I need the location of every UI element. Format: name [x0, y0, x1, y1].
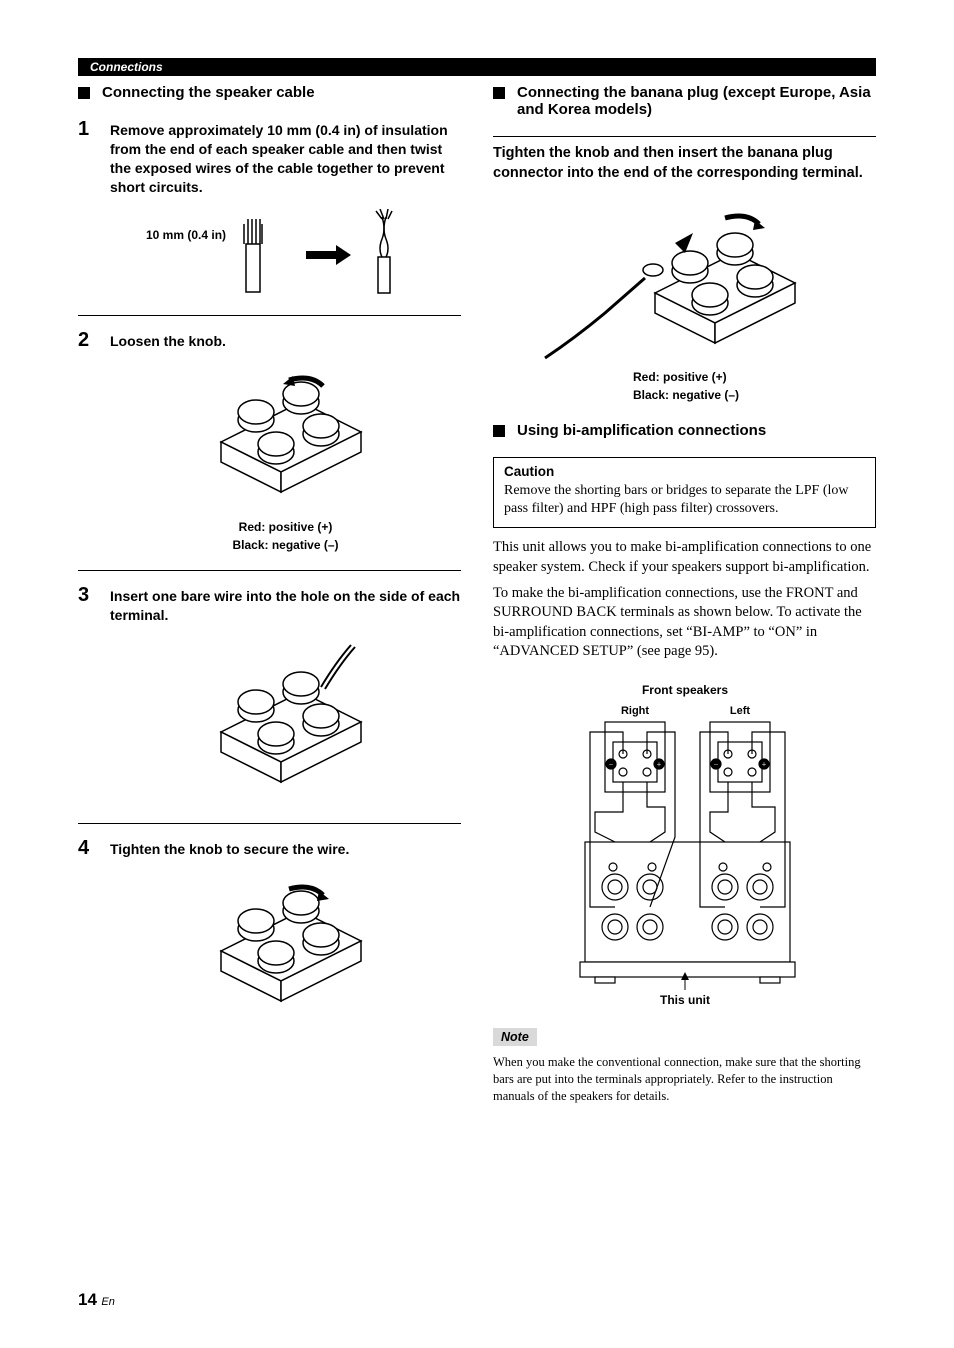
heading-text: Using bi-amplification connections: [517, 422, 766, 439]
figure-insert-wire: [110, 637, 461, 807]
figure-tighten-knob: [110, 871, 461, 1021]
svg-text:−: −: [608, 760, 613, 769]
figure-loosen-knob: Red: positive (+) Black: negative (–): [110, 362, 461, 554]
measurement-label: 10 mm (0.4 in): [146, 228, 226, 242]
section-heading-biamp: Using bi-amplification connections: [493, 422, 876, 439]
step-number: 4: [78, 838, 96, 1027]
step-text: Remove approximately 10 mm (0.4 in) of i…: [110, 121, 461, 197]
divider: [493, 136, 876, 143]
step-number: 3: [78, 585, 96, 813]
step-2: 2 Loosen the knob.: [78, 330, 461, 572]
svg-text:−: −: [797, 922, 803, 933]
page-num-value: 14: [78, 1290, 97, 1309]
left-column: Connecting the speaker cable 1 Remove ap…: [78, 84, 461, 1104]
caution-text: Remove the shorting bars or bridges to s…: [504, 482, 865, 520]
label-left: Left: [729, 705, 750, 717]
step-3: 3 Insert one bare wire into the hole on …: [78, 585, 461, 824]
step-number: 1: [78, 119, 96, 305]
section-heading-banana-plug: Connecting the banana plug (except Europ…: [493, 84, 876, 118]
svg-text:+: +: [761, 760, 766, 769]
label-this-unit: This unit: [660, 993, 710, 1007]
caption-red: Red: positive (+): [633, 368, 727, 386]
step-text: Tighten the knob to secure the wire.: [110, 840, 461, 859]
square-bullet-icon: [78, 87, 90, 99]
step-1: 1 Remove approximately 10 mm (0.4 in) of…: [78, 119, 461, 316]
label-right: Right: [620, 705, 648, 717]
step-text: Insert one bare wire into the hole on th…: [110, 587, 461, 625]
svg-text:−: −: [713, 760, 718, 769]
caption-black: Black: negative (–): [232, 536, 338, 554]
page-number: 14 En: [78, 1290, 115, 1310]
caution-box: Caution Remove the shorting bars or brid…: [493, 457, 876, 529]
page-lang: En: [101, 1296, 114, 1308]
right-column: Connecting the banana plug (except Europ…: [493, 84, 876, 1104]
figure-biamp-diagram: Front speakers Right Left −: [493, 682, 876, 1012]
note-text: When you make the conventional connectio…: [493, 1054, 876, 1105]
svg-text:SINGLE: SINGLE: [746, 858, 767, 864]
svg-text:R: R: [720, 866, 725, 872]
biamp-para-1: This unit allows you to make bi-amplific…: [493, 538, 876, 577]
svg-text:+: +: [797, 882, 803, 893]
svg-text:R: R: [610, 866, 615, 872]
two-column-layout: Connecting the speaker cable 1 Remove ap…: [78, 84, 876, 1104]
heading-text: Connecting the speaker cable: [102, 84, 315, 101]
step-text: Loosen the knob.: [110, 332, 461, 351]
biamp-para-2: To make the bi-amplification connections…: [493, 584, 876, 662]
section-heading-speaker-cable: Connecting the speaker cable: [78, 84, 461, 101]
caption-red: Red: positive (+): [239, 518, 333, 536]
caption-black: Black: negative (–): [633, 386, 739, 404]
step-4: 4 Tighten the knob to secure the wire.: [78, 838, 461, 1037]
banana-lead-text: Tighten the knob and then insert the ban…: [493, 143, 876, 184]
header-bar: Connections: [78, 58, 876, 76]
label-front-speakers: Front speakers: [641, 683, 727, 697]
svg-text:SURROUND BACK/: SURROUND BACK/: [715, 851, 765, 857]
note-block: Note When you make the conventional conn…: [493, 1028, 876, 1105]
heading-text: Connecting the banana plug (except Europ…: [517, 84, 876, 118]
caution-title: Caution: [504, 464, 865, 479]
svg-text:FRONT A: FRONT A: [617, 856, 643, 862]
square-bullet-icon: [493, 425, 505, 437]
note-label: Note: [493, 1028, 537, 1046]
svg-text:+: +: [656, 760, 661, 769]
figure-banana-plug: Red: positive (+) Black: negative (–): [493, 198, 876, 404]
square-bullet-icon: [493, 87, 505, 99]
figure-strip-wire: 10 mm (0.4 in): [110, 209, 461, 299]
step-number: 2: [78, 330, 96, 561]
